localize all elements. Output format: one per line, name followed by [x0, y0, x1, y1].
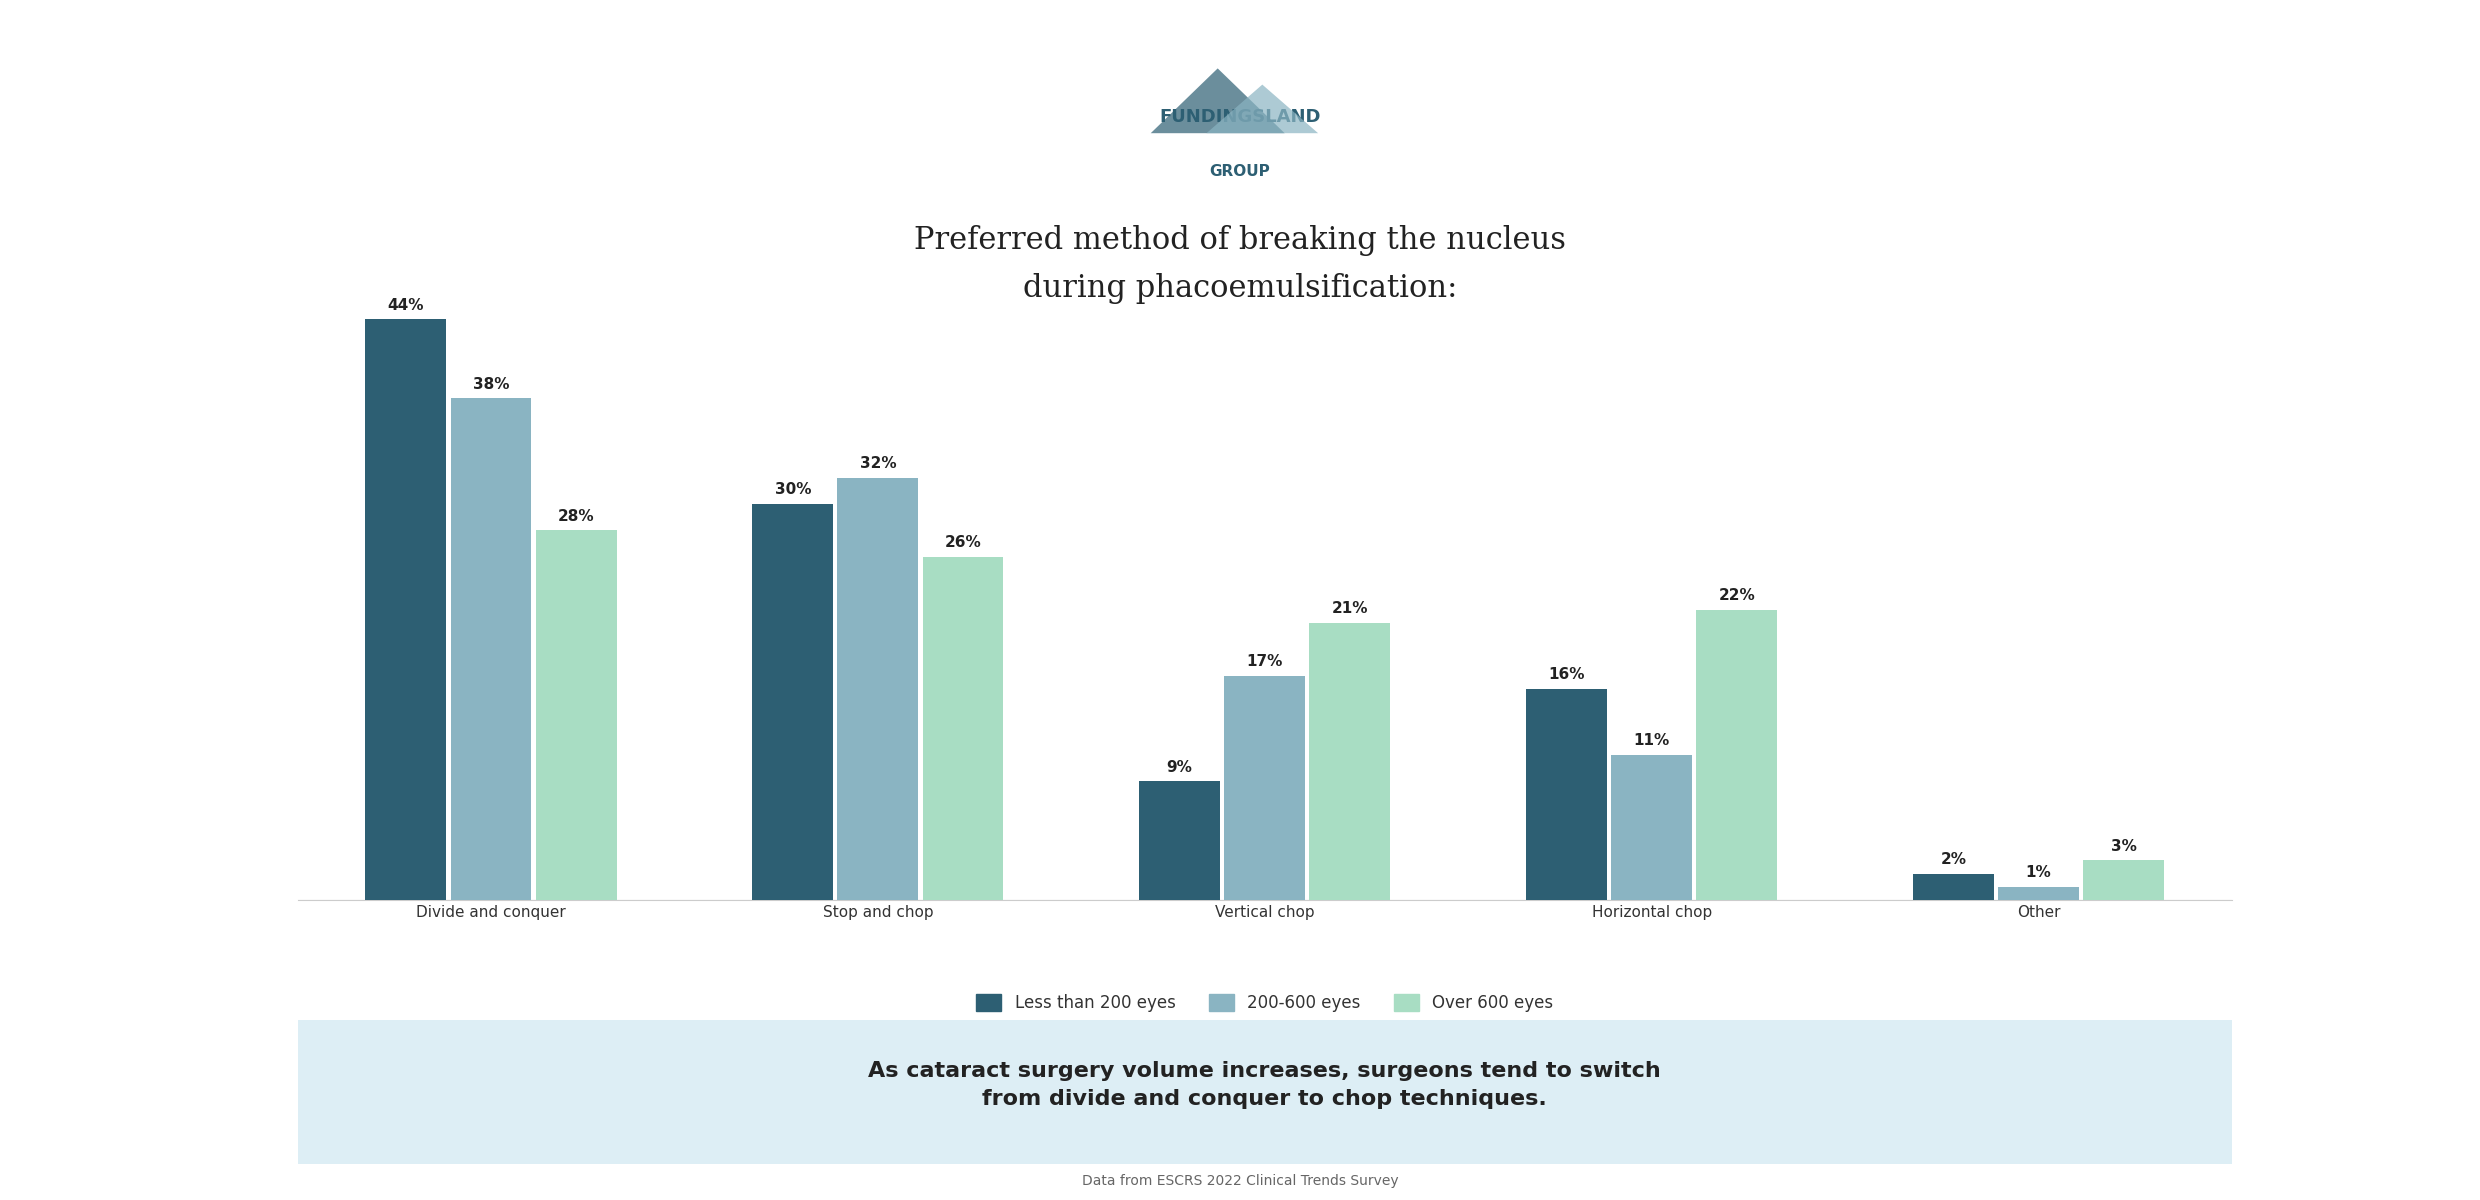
Bar: [751, 504, 833, 900]
Text: 44%: 44%: [387, 298, 424, 312]
Bar: [1912, 874, 1994, 900]
Bar: [1612, 755, 1691, 900]
Text: 22%: 22%: [1719, 588, 1756, 602]
Bar: [1225, 676, 1304, 900]
Polygon shape: [1151, 68, 1285, 133]
Text: during phacoemulsification:: during phacoemulsification:: [1022, 272, 1458, 304]
Text: As cataract surgery volume increases, surgeons tend to switch
from divide and co: As cataract surgery volume increases, su…: [868, 1061, 1662, 1109]
Text: 17%: 17%: [1247, 654, 1282, 670]
Text: 26%: 26%: [945, 535, 982, 550]
Bar: [923, 557, 1004, 900]
FancyBboxPatch shape: [278, 1019, 2252, 1165]
Text: 32%: 32%: [861, 456, 895, 470]
Bar: [365, 319, 446, 900]
Bar: [451, 398, 531, 900]
Text: 2%: 2%: [1939, 852, 1967, 866]
Text: 3%: 3%: [2110, 839, 2138, 854]
Text: FUNDINGSLAND: FUNDINGSLAND: [1158, 108, 1322, 126]
Bar: [1138, 781, 1220, 900]
Bar: [1525, 689, 1607, 900]
Text: Preferred method of breaking the nucleus: Preferred method of breaking the nucleus: [915, 224, 1565, 256]
Text: 9%: 9%: [1166, 760, 1193, 775]
Bar: [1309, 623, 1391, 900]
Text: 28%: 28%: [558, 509, 595, 523]
Polygon shape: [1205, 84, 1319, 133]
Text: Data from ESCRS 2022 Clinical Trends Survey: Data from ESCRS 2022 Clinical Trends Sur…: [1081, 1174, 1399, 1188]
Bar: [1696, 610, 1778, 900]
Text: 16%: 16%: [1548, 667, 1585, 682]
Text: 21%: 21%: [1332, 601, 1369, 617]
Text: 38%: 38%: [474, 377, 508, 391]
Bar: [2083, 860, 2165, 900]
Bar: [1999, 887, 2078, 900]
Legend: Less than 200 eyes, 200-600 eyes, Over 600 eyes: Less than 200 eyes, 200-600 eyes, Over 6…: [970, 988, 1560, 1019]
Text: 30%: 30%: [774, 482, 811, 497]
Text: GROUP: GROUP: [1210, 163, 1270, 179]
Bar: [838, 478, 918, 900]
Bar: [536, 530, 618, 900]
Text: 1%: 1%: [2026, 865, 2051, 881]
Text: 11%: 11%: [1634, 733, 1669, 749]
